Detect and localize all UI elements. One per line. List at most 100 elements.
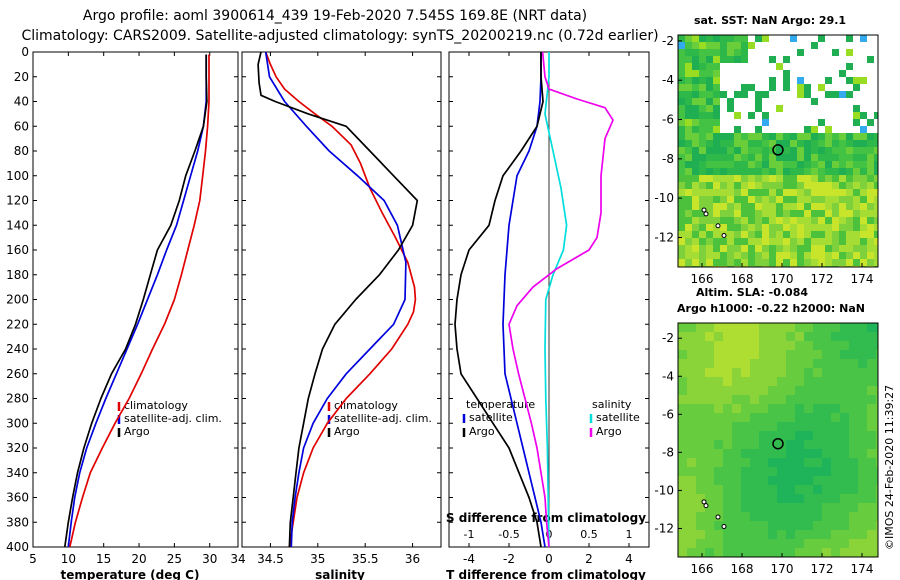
difference-series-temperature-argo (454, 52, 544, 548)
sla-map-lat-label: -2 (662, 331, 674, 345)
island-icon (703, 503, 709, 509)
depth-tick-label: 40 (14, 95, 29, 109)
depth-tick-label: 380 (6, 515, 29, 529)
sla-map-lat-label: -4 (662, 369, 674, 383)
salinity-xtick-label: 34.5 (257, 552, 284, 566)
sla-map-title-line1: Altim. SLA: -0.084 (696, 286, 808, 299)
s-difference-tick-label: -1 (464, 528, 475, 541)
island-icon (701, 207, 707, 213)
difference-series-temperature-satellite (502, 52, 546, 548)
difference-series-salinity-satellite (544, 52, 568, 548)
legend-climatology: climatology (124, 399, 188, 412)
sst-map-title: sat. SST: NaN Argo: 29.1 (694, 14, 846, 27)
legend-climatology: climatology (334, 399, 398, 412)
sst-map: 166 168 170 172 174 -2 -4 -6 -8 -10 -12 (654, 34, 879, 286)
depth-tick-label: 360 (6, 491, 29, 505)
depth-tick-label: 260 (6, 367, 29, 381)
s-difference-tick-label: 1 (626, 528, 633, 541)
difference-xtick-label: 0 (545, 552, 553, 566)
sst-map-lon-label: 174 (851, 272, 874, 286)
depth-tick-label: 400 (6, 540, 29, 554)
island-icon (721, 524, 727, 530)
legend-argo: Argo (334, 425, 360, 438)
difference-panel: -4 -2 0 2 4-1 -0.5 0 0.5 1 (448, 51, 650, 566)
depth-tick-label: 80 (14, 144, 29, 158)
depth-tick-label: 160 (6, 243, 29, 257)
sla-map-lat-label: -8 (662, 445, 674, 459)
depth-tick-label: 280 (6, 392, 29, 406)
depth-tick-label: 120 (6, 194, 29, 208)
sla-map-frame (677, 322, 879, 558)
depth-tick-label: 220 (6, 317, 29, 331)
difference-xtick-label: 2 (585, 552, 593, 566)
salinity-panel: 34.5 35 35.5 36 (241, 51, 442, 566)
depth-tick-label: 300 (6, 416, 29, 430)
sla-map-lat-label: -12 (654, 521, 674, 535)
salinity-series-satellite-adj-clim- (264, 51, 407, 548)
sst-map-frame (677, 34, 879, 268)
temperature-xtick-label: 20 (131, 552, 146, 566)
sst-map-lon-label: 168 (731, 272, 754, 286)
island-icon (721, 233, 727, 239)
temperature-xtick-label: 25 (167, 552, 182, 566)
salinity-frame (241, 51, 442, 548)
legend-t-argo: Argo (469, 425, 495, 438)
depth-tick-label: 340 (6, 466, 29, 480)
salinity-series-climatology (264, 51, 417, 548)
depth-tick-label: 100 (6, 169, 29, 183)
depth-tick-label: 0 (21, 45, 29, 59)
depth-tick-label: 320 (6, 441, 29, 455)
sla-map-lat-label: -10 (654, 483, 674, 497)
imos-timestamp: ©IMOS 24-Feb-2020 11:39:27 (883, 385, 896, 550)
temperature-panel: 0 20 40 60 80 100 120 140 160 180 200 220 240 260 280 3… (6, 45, 246, 566)
island-icon (715, 514, 721, 520)
figure-title-line1: Argo profile: aoml 3900614_439 19-Feb-20… (83, 8, 587, 24)
sla-map-lon-label: 166 (691, 562, 714, 576)
salinity-xtick-label: 36 (405, 552, 420, 566)
legend-salinity-heading: salinity (592, 398, 632, 411)
temperature-xtick-label: 10 (61, 552, 76, 566)
depth-tick-label: 240 (6, 342, 29, 356)
sla-map-lat-label: -6 (662, 407, 674, 421)
sst-map-lon-label: 170 (771, 272, 794, 286)
legend-satellite-adj: satellite-adj. clim. (334, 412, 432, 425)
salinity-xtick-label: 35 (310, 552, 325, 566)
sst-map-lat-label: -2 (662, 34, 674, 48)
sst-map-lat-label: -10 (654, 191, 674, 205)
sst-map-lat-label: -6 (662, 113, 674, 127)
difference-xlabel: T difference from climatology (446, 568, 646, 580)
temperature-xtick-label: 30 (202, 552, 217, 566)
s-difference-tick-label: 0.5 (580, 528, 598, 541)
temperature-series-satellite-adj-clim- (67, 54, 208, 548)
salinity-series-argo (257, 51, 419, 548)
salinity-legend: climatology satellite-adj. clim. Argo (327, 399, 432, 438)
island-icon (703, 211, 709, 217)
s-difference-tick-label: -0.5 (498, 528, 519, 541)
sla-map: 166 168 170 172 174 -2 -4 -6 -8 -10 -12 (654, 322, 879, 576)
sla-map-lon-label: 172 (811, 562, 834, 576)
difference-xtick-label: 4 (625, 552, 633, 566)
legend-t-satellite: satellite (469, 411, 513, 424)
argo-float-marker-icon (772, 437, 784, 450)
sst-map-lat-label: -8 (662, 152, 674, 166)
sst-map-lat-label: -4 (662, 73, 674, 87)
temperature-series-argo (63, 54, 208, 548)
temperature-xtick-label: 34 (230, 552, 245, 566)
temperature-xlabel: temperature (deg C) (61, 568, 200, 580)
sst-map-lat-label: -12 (654, 231, 674, 245)
depth-tick-label: 140 (6, 218, 29, 232)
difference-xtick-label: -4 (463, 552, 475, 566)
legend-argo: Argo (124, 425, 150, 438)
depth-tick-label: 180 (6, 268, 29, 282)
salinity-xlabel: salinity (315, 568, 365, 580)
island-icon (715, 223, 721, 229)
difference-xtick-label: -2 (503, 552, 515, 566)
sla-map-lon-label: 174 (851, 562, 874, 576)
legend-satellite-adj: satellite-adj. clim. (124, 412, 222, 425)
temperature-legend: climatology satellite-adj. clim. Argo (117, 399, 222, 438)
salinity-xtick-label: 35.5 (352, 552, 379, 566)
temperature-xtick-label: 15 (96, 552, 111, 566)
depth-tick-label: 200 (6, 293, 29, 307)
sla-map-lon-label: 168 (731, 562, 754, 576)
